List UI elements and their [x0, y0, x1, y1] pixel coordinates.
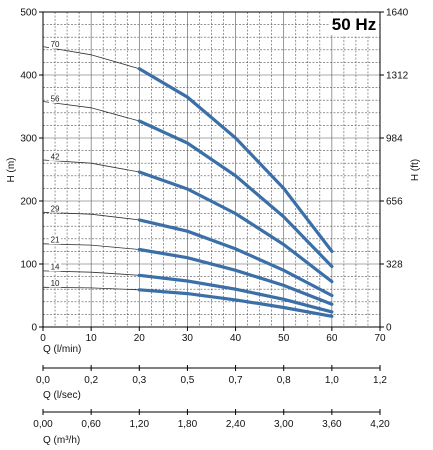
plot-frame: [42, 11, 381, 328]
x-axis-ticks: 0 10 20 30 40 50 60 70: [40, 327, 386, 344]
stage-label-14: 14: [51, 263, 60, 272]
x-tick-label: 30: [182, 333, 194, 344]
stage-label-bg: [49, 204, 62, 213]
stage-label-bg: [49, 279, 62, 288]
x-axis-label: Q (l/min): [43, 344, 81, 355]
secondary-axis-m3h: 0,00 0,60 1,20 1,80 2,40 3,00 3,60 4,20: [33, 409, 390, 430]
secondary-axis-m3h-label: Q (m³/h): [43, 435, 80, 446]
stage-label-bg: [49, 40, 62, 49]
secondary-tick-label: 0,5: [180, 375, 194, 386]
secondary-tick-label: 1,2: [373, 375, 387, 386]
curve-extension-56: [42, 101, 140, 122]
stage-label-29: 29: [51, 204, 60, 213]
y-axis-right-ticks: 0 328 656 984 1312 1640: [380, 8, 409, 334]
x-tick-label: 20: [134, 333, 146, 344]
y-right-tick-label: 1312: [386, 71, 409, 82]
frequency-label: 50 Hz: [332, 15, 376, 34]
y-axis-label: H (m): [6, 158, 17, 183]
y-tick-label: 400: [20, 71, 37, 82]
stage-label-56: 56: [51, 95, 60, 104]
x-tick-label: 10: [86, 333, 98, 344]
secondary-tick-label: 3,60: [322, 419, 342, 430]
stage-label-bg: [49, 95, 62, 104]
y-axis-ticks: 0 100 200 300 400 500: [20, 8, 43, 334]
secondary-tick-label: 0,7: [229, 375, 243, 386]
curve-10: [137, 288, 334, 318]
y-right-tick-label: 1640: [386, 8, 409, 19]
stage-label-21: 21: [51, 236, 60, 245]
curve-extension-29: [42, 211, 140, 221]
x-tick-label: 0: [40, 333, 46, 344]
curve-extension-21: [42, 243, 140, 250]
curve-29: [137, 218, 334, 298]
secondary-tick-label: 0,3: [132, 375, 146, 386]
curve-extension-10: [42, 286, 140, 291]
stage-label-bg: [49, 263, 62, 272]
secondary-tick-label: 0,60: [81, 419, 101, 430]
secondary-axis-l-sec: 0,0 0,2 0,3 0,5 0,7 0,8 1,0 1,2: [36, 365, 387, 386]
secondary-tick-label: 1,80: [178, 419, 198, 430]
y-right-tick-label: 656: [386, 197, 403, 208]
secondary-tick-label: 1,20: [130, 419, 150, 430]
stage-labels: 70 56 42 29 21 14 10: [49, 40, 62, 288]
grid: [43, 12, 380, 327]
secondary-axis-l-sec-label: Q (l/sec): [43, 390, 81, 401]
secondary-tick-label: 1,0: [325, 375, 339, 386]
x-tick-label: 50: [278, 333, 290, 344]
curve-14: [137, 273, 334, 314]
secondary-tick-label: 0,00: [33, 419, 53, 430]
stage-label-bg: [49, 152, 62, 161]
y-right-tick-label: 0: [386, 323, 392, 334]
curve-70: [137, 67, 334, 253]
secondary-tick-label: 3,00: [274, 419, 294, 430]
y-right-tick-label: 984: [386, 134, 403, 145]
stage-label-70: 70: [51, 40, 60, 49]
x-tick-label: 60: [326, 333, 338, 344]
y-tick-label: 300: [20, 134, 37, 145]
curve-21: [137, 247, 334, 306]
stage-label-42: 42: [51, 152, 60, 161]
stage-label-bg: [49, 236, 62, 245]
y-axis-right-label: H (ft): [410, 159, 421, 181]
curve-extension-70: [42, 46, 140, 70]
curves: [42, 46, 334, 318]
secondary-tick-label: 0,2: [84, 375, 98, 386]
curve-42: [137, 170, 334, 284]
secondary-tick-label: 0,0: [36, 375, 50, 386]
y-right-tick-label: 328: [386, 260, 403, 271]
y-tick-label: 200: [20, 197, 37, 208]
y-tick-label: 100: [20, 260, 37, 271]
x-tick-label: 40: [230, 333, 242, 344]
y-tick-label: 500: [20, 8, 37, 19]
curve-extension-14: [42, 270, 140, 276]
y-tick-label: 0: [31, 323, 37, 334]
x-tick-label: 70: [374, 333, 386, 344]
curve-extension-42: [42, 159, 140, 173]
secondary-tick-label: 0,8: [277, 375, 291, 386]
curve-56: [137, 119, 334, 269]
secondary-tick-label: 2,40: [226, 419, 246, 430]
freq-label-bg: [330, 13, 379, 35]
secondary-tick-label: 4,20: [370, 419, 390, 430]
stage-label-10: 10: [51, 279, 60, 288]
